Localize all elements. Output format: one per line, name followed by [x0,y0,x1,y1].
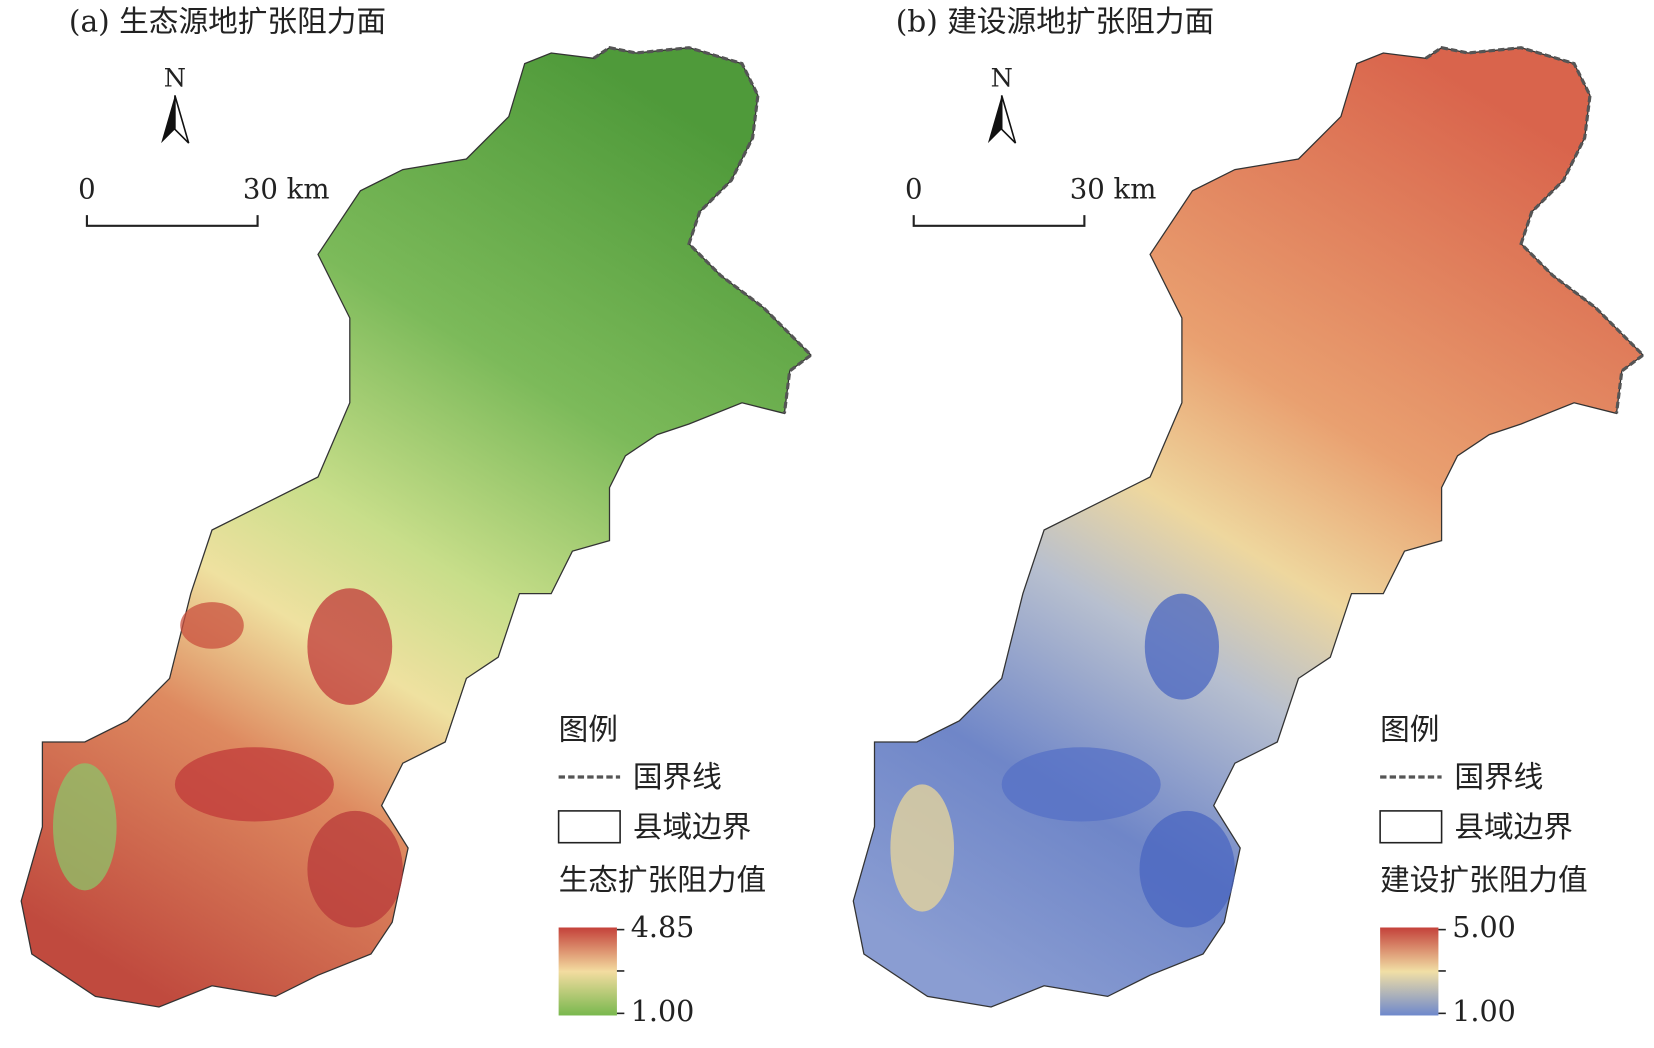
resistance-patch [1139,810,1235,928]
north-arrow-half [1000,95,1017,144]
resistance-patch [180,602,244,649]
legend-ramp-min: 1.00 [631,994,695,1028]
legend-county-sample [557,810,621,844]
north-arrow [161,95,175,144]
north-arrow-half [174,95,190,144]
scale-start: 0 [905,173,923,205]
panel-title: (b) 建设源地扩张阻力面 [896,3,1214,38]
scale-bar [85,215,259,227]
resistance-patch [174,747,334,822]
resistance-patch [307,588,393,705]
resistance-patch [1144,593,1219,700]
scale-start: 0 [78,173,96,205]
national-border [1424,46,1646,414]
legend-county-label: 县域边界 [633,809,752,844]
legend-county-sample [1379,810,1443,844]
national-border [592,46,814,414]
resistance-patch [890,784,954,912]
north-label: N [164,62,186,92]
resistance-patch [52,763,117,891]
legend-title: 图例 [559,711,618,746]
legend-ramp-title: 建设扩张阻力值 [1380,862,1588,897]
scale-bar [912,215,1086,227]
panel-title: (a) 生态源地扩张阻力面 [69,3,386,38]
legend-ramp-max: 4.85 [631,910,695,944]
legend-border-label: 国界线 [633,759,722,794]
legend-county-label: 县域边界 [1454,809,1573,844]
north-label: N [991,62,1013,92]
legend-ramp [1380,927,1439,1016]
legend-title: 图例 [1380,711,1439,746]
scale-end: 30 km [243,173,330,205]
legend-ramp-max: 5.00 [1452,910,1516,944]
scale-end: 30 km [1070,173,1157,205]
legend-border-label: 国界线 [1454,759,1543,794]
north-arrow [987,95,1002,144]
resistance-patch [1001,747,1161,822]
legend-ramp-min: 1.00 [1452,994,1516,1028]
legend-ramp [558,927,617,1016]
resistance-patch [307,810,403,928]
legend-ramp-title: 生态扩张阻力值 [559,862,767,897]
